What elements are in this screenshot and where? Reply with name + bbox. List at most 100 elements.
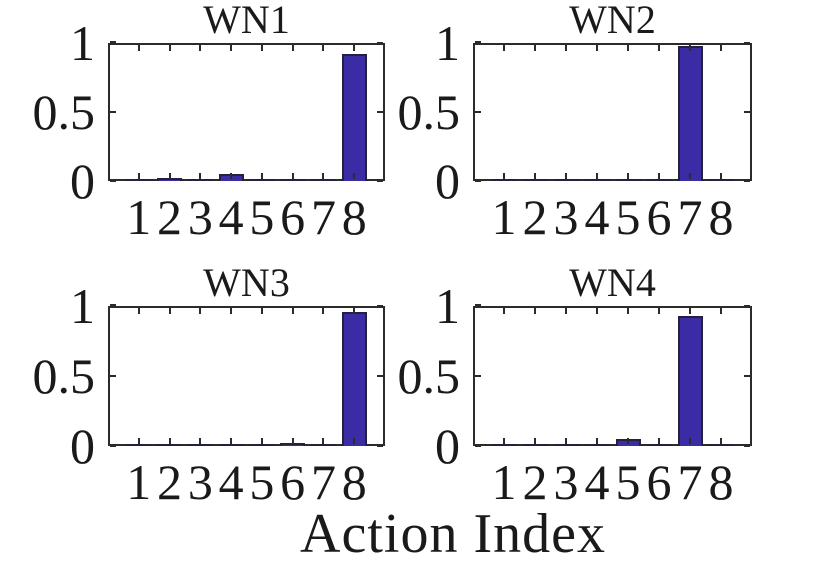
y-tick-label: 0 bbox=[70, 153, 95, 209]
tick-mark bbox=[110, 445, 116, 447]
bar bbox=[677, 316, 703, 446]
x-tick-label: 6 bbox=[280, 454, 306, 510]
tick-mark bbox=[137, 308, 140, 314]
tick-mark bbox=[475, 180, 481, 182]
x-tick-label: 6 bbox=[646, 454, 672, 510]
tick-mark bbox=[627, 45, 629, 51]
x-tick-label: 5 bbox=[249, 189, 275, 245]
tick-mark bbox=[322, 45, 325, 51]
tick-mark bbox=[475, 111, 481, 113]
tick-mark bbox=[168, 438, 171, 444]
tick-mark bbox=[658, 308, 660, 314]
y-tick-label: 1 bbox=[435, 15, 460, 71]
bar bbox=[522, 179, 548, 181]
bar bbox=[708, 444, 734, 446]
subplot-title: WN1 bbox=[203, 0, 290, 42]
tick-mark bbox=[322, 438, 325, 444]
x-tick-label: 7 bbox=[677, 189, 703, 245]
y-tick-label: 0.5 bbox=[32, 348, 96, 404]
tick-mark bbox=[565, 45, 567, 51]
tick-mark bbox=[744, 111, 750, 113]
tick-mark bbox=[260, 308, 263, 314]
bar bbox=[187, 179, 213, 181]
x-tick-label: 5 bbox=[249, 454, 275, 510]
tick-mark bbox=[627, 308, 629, 314]
tick-mark bbox=[291, 45, 294, 51]
tick-mark bbox=[596, 438, 598, 444]
subplot-title: WN4 bbox=[569, 260, 656, 305]
tick-mark bbox=[353, 308, 356, 314]
bar bbox=[280, 443, 306, 446]
tick-mark bbox=[199, 438, 202, 444]
tick-mark bbox=[110, 180, 116, 182]
y-tick-label: 0.5 bbox=[397, 84, 461, 140]
tick-mark bbox=[322, 173, 325, 179]
tick-mark bbox=[744, 42, 750, 44]
tick-mark bbox=[322, 308, 325, 314]
tick-mark bbox=[377, 305, 383, 307]
x-tick-label: 8 bbox=[341, 189, 367, 245]
bar bbox=[341, 312, 367, 446]
bar bbox=[553, 179, 579, 181]
x-tick-label: 7 bbox=[310, 189, 336, 245]
x-tick-label: 2 bbox=[522, 189, 548, 245]
tick-mark bbox=[475, 41, 481, 43]
tick-mark bbox=[199, 173, 202, 179]
y-tick-label: 0.5 bbox=[32, 84, 96, 140]
x-axis-label: Action Index bbox=[300, 503, 606, 561]
y-tick-label: 0 bbox=[70, 418, 95, 474]
bar bbox=[341, 54, 367, 181]
tick-mark bbox=[137, 45, 140, 51]
x-tick-label: 6 bbox=[646, 189, 672, 245]
tick-mark bbox=[689, 438, 691, 444]
tick-mark bbox=[137, 173, 140, 179]
bar bbox=[646, 444, 672, 446]
tick-mark bbox=[199, 308, 202, 314]
tick-mark bbox=[137, 438, 140, 444]
tick-mark bbox=[110, 111, 116, 113]
x-tick-label: 8 bbox=[341, 454, 367, 510]
tick-mark bbox=[353, 438, 356, 444]
tick-mark bbox=[260, 45, 263, 51]
tick-mark bbox=[689, 45, 691, 51]
tick-mark bbox=[168, 173, 171, 179]
tick-mark bbox=[168, 45, 171, 51]
x-tick-label: 8 bbox=[708, 189, 734, 245]
tick-mark bbox=[353, 45, 356, 51]
tick-mark bbox=[377, 180, 383, 182]
bar bbox=[126, 179, 152, 181]
tick-mark bbox=[377, 375, 383, 377]
tick-mark bbox=[475, 375, 481, 377]
tick-mark bbox=[475, 445, 481, 447]
tick-mark bbox=[110, 375, 116, 377]
tick-mark bbox=[230, 173, 233, 179]
x-tick-label: 4 bbox=[584, 454, 610, 510]
tick-mark bbox=[353, 173, 356, 179]
bar bbox=[646, 179, 672, 181]
tick-mark bbox=[377, 445, 383, 447]
x-tick-label: 6 bbox=[280, 189, 306, 245]
tick-mark bbox=[689, 308, 691, 314]
tick-mark bbox=[260, 173, 263, 179]
tick-mark bbox=[230, 438, 233, 444]
tick-mark bbox=[260, 438, 263, 444]
y-tick-label: 0 bbox=[435, 153, 460, 209]
tick-mark bbox=[658, 173, 660, 179]
x-tick-label: 7 bbox=[677, 454, 703, 510]
x-tick-label: 4 bbox=[218, 454, 244, 510]
bar bbox=[218, 444, 244, 446]
tick-mark bbox=[230, 45, 233, 51]
x-tick-label: 1 bbox=[491, 189, 517, 245]
x-tick-label: 7 bbox=[310, 454, 336, 510]
x-tick-label: 4 bbox=[218, 189, 244, 245]
bar bbox=[187, 444, 213, 446]
bar bbox=[522, 444, 548, 446]
bar bbox=[491, 444, 517, 446]
x-tick-label: 1 bbox=[126, 189, 152, 245]
axis-box bbox=[108, 306, 385, 446]
bar bbox=[310, 179, 336, 181]
bar bbox=[491, 179, 517, 181]
subplot-title: WN2 bbox=[569, 0, 656, 42]
tick-mark bbox=[503, 45, 505, 51]
tick-mark bbox=[720, 173, 722, 179]
